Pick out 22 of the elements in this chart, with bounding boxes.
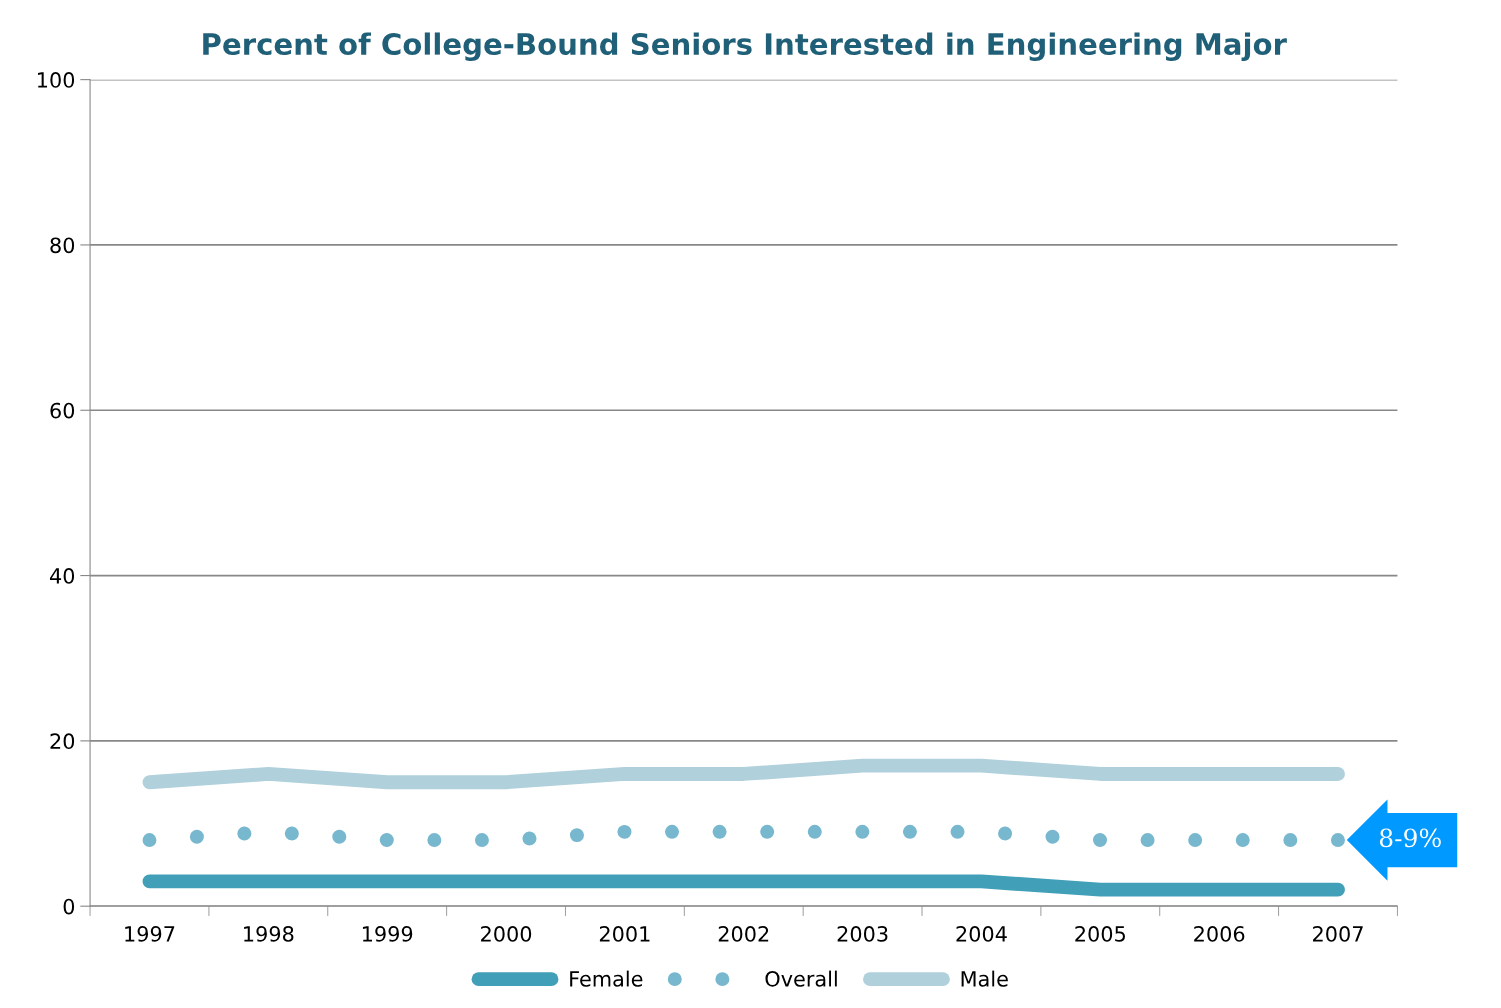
y-tick-label: 60 [50,402,75,419]
y-tick-label: 100 [38,72,75,88]
x-tick-label: 2000 [481,926,532,942]
x-tick-label: 1998 [244,926,294,942]
y-tick-label: 20 [50,733,75,750]
legend-label: Female [570,970,643,987]
x-tick-label: 2003 [837,926,888,942]
x-tick-label: 2006 [1194,926,1245,942]
y-tick-label: 40 [49,568,75,584]
x-tick-label: 2007 [1313,926,1363,942]
annotation: 8-9% [1379,828,1441,848]
x-tick-label: 2001 [599,926,650,942]
x-tick-label: 2002 [718,926,769,942]
x-tick-label: 2005 [1075,926,1125,942]
chart-title: Percent of College-Bound Seniors Interested in Engineering Major [203,32,1287,61]
legend-label: Overall [765,970,837,987]
x-tick-label: 1997 [125,926,175,942]
legend-label: Male [961,970,1008,987]
y-tick-label: 0 [63,898,75,915]
x-tick-label: 2004 [956,926,1007,942]
y-tick-label: 80 [50,237,75,254]
x-tick-label: 1999 [362,926,413,942]
